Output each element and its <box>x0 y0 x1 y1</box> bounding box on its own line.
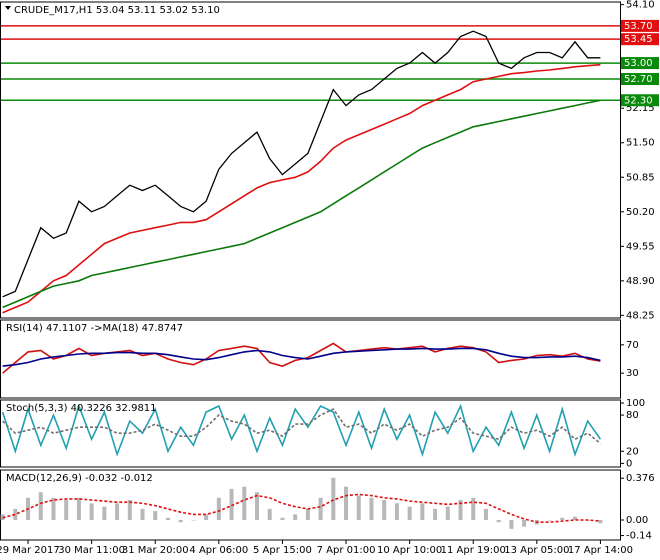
y-tick-label: 0.00 <box>626 515 648 526</box>
level-label-box <box>621 19 659 32</box>
panel-title: RSI(14) 47.1107 ->MA(18) 47.8747 <box>6 323 183 334</box>
histogram-bar <box>356 495 361 520</box>
histogram-bar <box>267 508 272 520</box>
histogram-bar <box>76 497 81 520</box>
panel-title: CRUDE_M17,H1 53.04 53.11 53.02 53.10 <box>14 5 220 16</box>
histogram-bar <box>433 508 438 520</box>
menu-arrow[interactable] <box>5 6 11 10</box>
y-tick-label: 54.10 <box>626 0 655 11</box>
x-tick-label: 7 Apr 01:00 <box>317 545 376 556</box>
histogram-bar <box>522 520 527 527</box>
histogram-bar <box>102 506 107 520</box>
series-line <box>2 99 601 309</box>
series-line <box>2 30 601 298</box>
histogram-bar <box>216 497 221 520</box>
histogram-bar <box>420 503 425 520</box>
histogram-bar <box>293 514 298 520</box>
histogram-bar <box>509 520 514 529</box>
y-tick-label: 51.50 <box>626 138 655 149</box>
histogram-bar <box>51 497 56 520</box>
series-line <box>2 347 601 367</box>
panel-title: Stoch(5,3,3) 40.3226 32.9811 <box>6 403 157 414</box>
level-label: 52.30 <box>624 95 653 106</box>
series-line <box>2 493 601 523</box>
histogram-bar <box>89 503 94 520</box>
histogram-bar <box>255 492 259 520</box>
series-line <box>2 63 601 314</box>
y-tick-label: 100 <box>626 398 645 409</box>
y-tick-label: 30 <box>626 368 639 379</box>
y-tick-label: 50.85 <box>626 172 655 183</box>
histogram-bar <box>496 520 501 523</box>
x-tick-label: 17 Apr 14:00 <box>568 545 633 556</box>
y-tick-label: -0.14 <box>626 531 652 542</box>
series-line <box>2 408 601 445</box>
y-tick-label: 0.376 <box>626 473 655 484</box>
histogram-bar <box>191 520 196 521</box>
histogram-bar <box>598 520 603 524</box>
x-tick-label: 29 Mar 2017 <box>0 545 60 556</box>
histogram-bar <box>178 520 183 523</box>
histogram-bar <box>64 500 69 520</box>
histogram-bar <box>165 517 170 520</box>
panel-frame <box>0 469 621 541</box>
level-label: 53.45 <box>624 34 653 45</box>
histogram-bar <box>394 503 399 520</box>
histogram-bar <box>305 508 310 520</box>
y-tick-label: 70 <box>626 340 639 351</box>
histogram-bar <box>547 520 552 521</box>
panel-title: MACD(12,26,9) -0.032 -0.012 <box>6 473 153 484</box>
histogram-bar <box>483 508 488 520</box>
level-label: 53.00 <box>624 58 653 69</box>
level-label-box <box>621 33 659 46</box>
x-tick-label: 4 Apr 06:00 <box>189 545 248 556</box>
histogram-bar <box>115 503 120 520</box>
histogram-bar <box>280 517 285 520</box>
y-tick-label: 20 <box>626 446 639 457</box>
y-tick-label: 80 <box>626 410 639 421</box>
histogram-bar <box>471 497 476 520</box>
x-tick-label: 30 Mar 11:00 <box>58 545 125 556</box>
histogram-bar <box>369 497 374 520</box>
histogram-bar <box>127 500 132 520</box>
y-tick-label: 0 <box>626 458 632 469</box>
x-tick-label: 11 Apr 19:00 <box>441 545 506 556</box>
histogram-bar <box>153 511 158 520</box>
series-line <box>1 403 602 457</box>
histogram-bar <box>331 477 336 520</box>
histogram-bar <box>318 497 323 520</box>
histogram-bar <box>344 486 349 520</box>
histogram-bar <box>38 492 43 520</box>
y-tick-label: 48.90 <box>626 276 655 287</box>
x-tick-label: 31 Mar 20:00 <box>122 545 189 556</box>
histogram-bar <box>13 508 18 520</box>
x-tick-label: 13 Apr 05:00 <box>504 545 569 556</box>
histogram-bar <box>382 500 387 520</box>
y-tick-label: 50.20 <box>626 207 655 218</box>
level-label: 53.70 <box>624 21 653 32</box>
histogram-bar <box>573 516 577 520</box>
y-tick-label: 52.15 <box>626 103 655 114</box>
histogram-bar <box>445 506 450 520</box>
panel-frame <box>0 1 621 319</box>
level-label-box <box>621 94 659 107</box>
histogram-bar <box>560 517 565 520</box>
histogram-bar <box>204 514 209 520</box>
histogram-bar <box>407 506 412 520</box>
histogram-bar <box>242 486 247 520</box>
y-tick-label: 48.25 <box>626 310 655 321</box>
level-label: 52.70 <box>624 74 653 85</box>
x-tick-label: 10 Apr 10:00 <box>377 545 442 556</box>
level-label-box <box>621 57 659 70</box>
histogram-bar <box>140 508 145 520</box>
x-tick-label: 5 Apr 15:00 <box>253 545 312 556</box>
panel-frame <box>0 399 621 468</box>
histogram-bar <box>458 500 463 520</box>
panel-frame <box>0 319 621 399</box>
level-label-box <box>621 73 659 86</box>
histogram-bar <box>229 488 234 520</box>
y-tick-label: 49.55 <box>626 241 655 252</box>
